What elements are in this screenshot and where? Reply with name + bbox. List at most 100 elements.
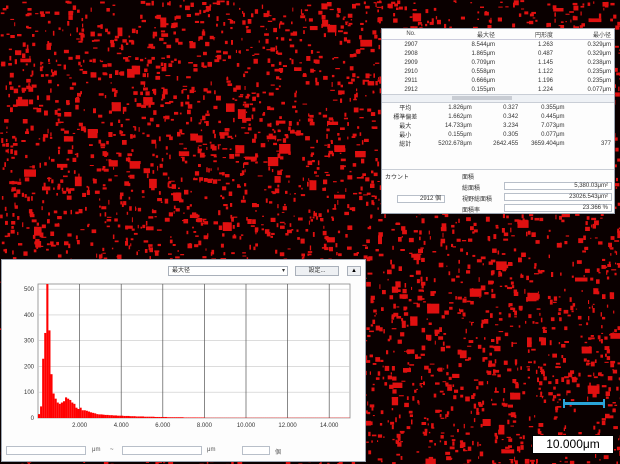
particle [512, 23, 516, 28]
parameter-select[interactable]: 最大径 ▾ [168, 266, 288, 276]
settings-button[interactable]: 設定... [295, 266, 339, 276]
particle [92, 58, 96, 63]
particle [229, 20, 234, 24]
particle [68, 243, 71, 249]
horizontal-scrollbar[interactable] [382, 94, 614, 103]
particle [347, 246, 352, 250]
table-row[interactable]: 2910 0.558μm 1.122 0.235μm [382, 67, 614, 76]
particle [213, 37, 215, 41]
particle [277, 184, 280, 188]
particle [220, 243, 224, 248]
particle [90, 72, 97, 78]
particle [47, 219, 50, 224]
count-input[interactable] [242, 446, 270, 455]
particle [356, 177, 362, 179]
summary-cell: 0.342 [503, 113, 519, 120]
table-row[interactable]: 2907 8.544μm 1.263 0.329μm [382, 40, 614, 50]
particle [439, 414, 442, 418]
particle [268, 15, 272, 17]
particle [327, 462, 330, 464]
particle [213, 37, 216, 39]
particle [340, 84, 343, 88]
particle [358, 192, 362, 195]
particle [529, 214, 534, 217]
particle [612, 369, 618, 374]
particle [267, 157, 279, 167]
particle [550, 317, 555, 322]
particle [123, 57, 128, 60]
column-header[interactable]: 最大径 [440, 29, 498, 40]
particle [74, 153, 77, 155]
particle [276, 123, 279, 126]
particle [197, 146, 199, 149]
particle [458, 259, 460, 264]
particle [126, 171, 131, 173]
particle [94, 39, 98, 42]
particle [90, 154, 95, 159]
particle [594, 220, 599, 226]
particle [445, 451, 451, 455]
particle [529, 13, 534, 17]
particle [428, 230, 430, 235]
collapse-button[interactable]: ▲ [347, 266, 361, 276]
table-row[interactable]: 2908 1.865μm 0.487 0.329μm [382, 49, 614, 58]
particle [44, 162, 47, 166]
particle [153, 110, 157, 115]
particle [327, 237, 335, 243]
particle [231, 40, 233, 45]
particle [505, 6, 509, 8]
table-row[interactable]: 2911 0.666μm 1.196 0.235μm [382, 76, 614, 85]
particle [553, 301, 557, 303]
column-header[interactable]: No. [382, 29, 440, 40]
particle [462, 240, 467, 242]
particle [347, 24, 351, 27]
table-row[interactable]: 2912 0.155μm 1.224 0.077μm [382, 85, 614, 94]
range-from-input[interactable] [6, 446, 86, 455]
particle [140, 226, 143, 229]
particle [491, 398, 493, 401]
particle [11, 221, 16, 225]
particle [486, 381, 489, 385]
histogram-bar [83, 410, 86, 418]
particle [531, 461, 534, 464]
particle [520, 366, 522, 370]
scrollbar-thumb[interactable] [452, 96, 512, 100]
range-to-input[interactable] [122, 446, 202, 455]
particle [236, 223, 240, 227]
particle [158, 191, 161, 195]
particle [43, 182, 46, 187]
particle [603, 455, 609, 460]
particle [135, 57, 139, 60]
particle [375, 325, 380, 331]
particle [377, 181, 380, 182]
column-header[interactable]: 最小径 [556, 29, 614, 40]
particle [369, 225, 372, 230]
particle [588, 316, 590, 321]
particle [281, 101, 285, 105]
particle [310, 68, 314, 73]
particle [553, 386, 556, 390]
particle [538, 270, 543, 274]
column-header[interactable]: 円形度 [498, 29, 556, 40]
y-tick-label: 200 [24, 364, 35, 370]
particle [610, 247, 614, 250]
particle [368, 256, 373, 261]
particle [334, 194, 346, 199]
particle [331, 216, 334, 219]
count-unit-label: 個 [275, 450, 282, 456]
particle [200, 21, 205, 24]
particle [161, 94, 166, 99]
particle [47, 128, 49, 134]
particle [597, 335, 601, 340]
particle [359, 195, 363, 201]
table-row[interactable]: 2909 0.709μm 1.145 0.238μm [382, 58, 614, 67]
particle [192, 226, 194, 229]
particle [127, 153, 133, 157]
particle [87, 224, 90, 228]
particle [421, 284, 424, 289]
summary-cell: 1.662μm [448, 113, 472, 120]
particle [577, 315, 582, 320]
table-cell: 0.329μm [587, 50, 611, 57]
particle [508, 413, 513, 416]
particle [495, 387, 497, 392]
